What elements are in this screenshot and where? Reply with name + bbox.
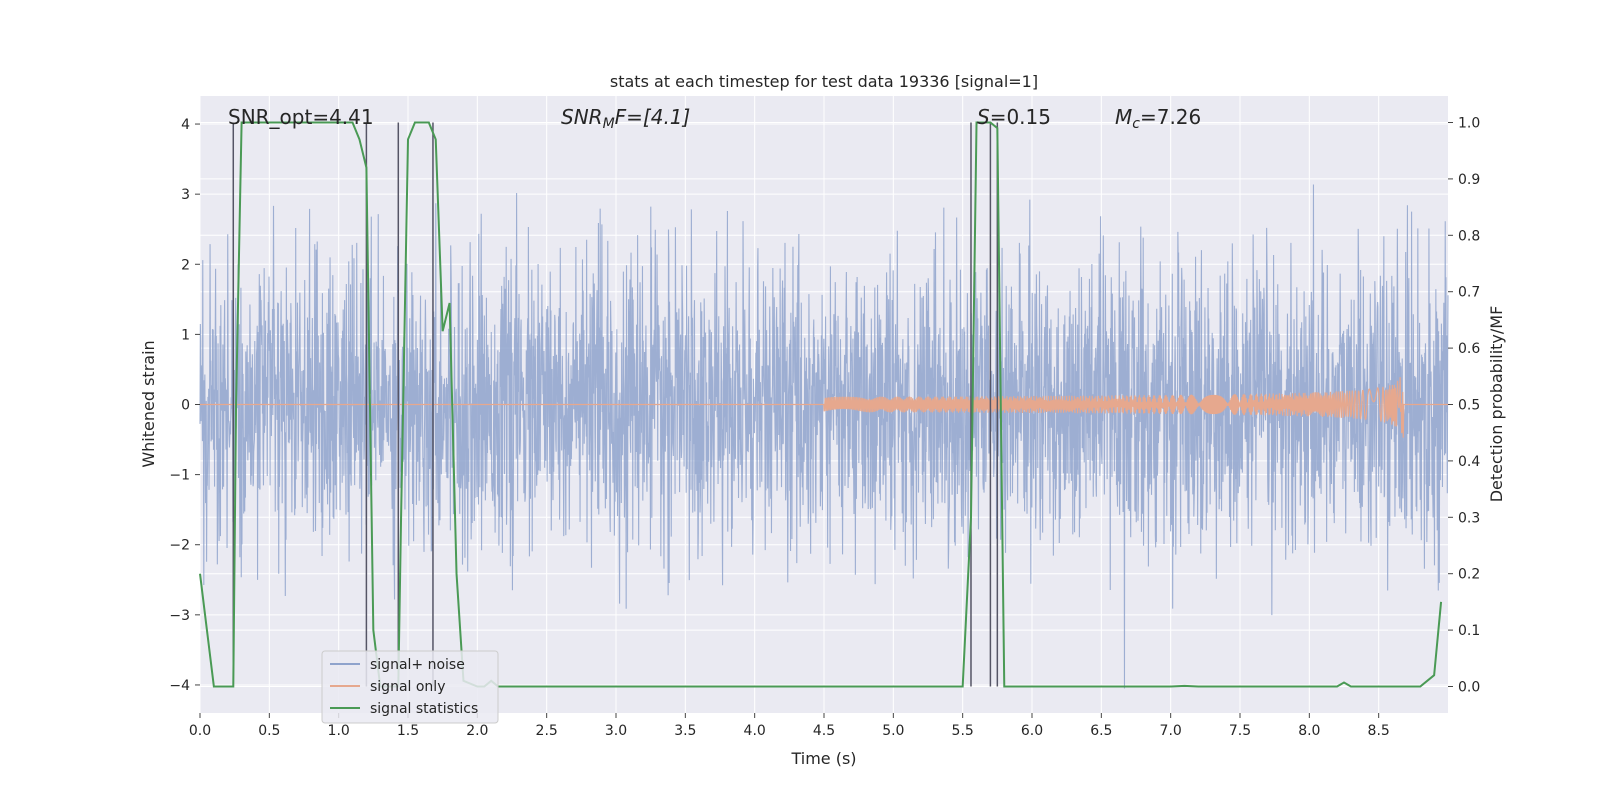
annotation-s-main: S [977,105,990,129]
annotation-snr-mf: SNRMF=[4.1] [561,105,690,132]
x-tick-label: 5.5 [952,723,974,739]
y-tick-label: 4 [181,117,190,133]
annotation-mc-main: M [1115,105,1132,129]
y-axis-ticks: −4 −3 −2 −1 0 1 2 3 4 [169,117,200,694]
chart-title: stats at each timestep for test data 193… [610,72,1038,91]
annotation-s-rest: =0.15 [990,105,1051,129]
legend-label-stats: signal statistics [370,701,478,717]
y2-tick-label: 0.1 [1458,623,1480,639]
y2-tick-label: 1.0 [1458,116,1480,132]
x-tick-label: 3.5 [674,723,696,739]
signal-noise-line [199,184,1449,689]
legend-box [321,650,499,724]
y-tick-label: 1 [181,327,190,343]
annotation-s: S=0.15 [977,105,1051,129]
x-tick-label: 7.5 [1229,723,1251,739]
x-tick-label: 8.5 [1368,723,1390,739]
legend: signal+ noise signal only signal statist… [321,650,499,724]
detection-vlines [232,122,999,687]
annotation-snr-mf-main: SNR [561,105,603,129]
x-tick-label: 2.0 [466,723,488,739]
x-tick-label: 3.0 [605,723,627,739]
y-tick-label: −3 [169,608,190,624]
x-tick-label: 6.0 [1021,723,1043,739]
y2-tick-label: 0.7 [1458,285,1480,301]
y2-tick-label: 0.3 [1458,510,1480,526]
x-tick-label: 0.0 [189,723,211,739]
x-tick-label: 6.5 [1090,723,1112,739]
y-tick-label: 0 [181,398,190,414]
signal-only-line [200,377,1448,438]
y2-tick-label: 0.8 [1458,228,1480,244]
y2-tick-label: 0.4 [1458,454,1480,470]
x-axis-ticks: 0.0 0.5 1.0 1.5 2.0 2.5 3.0 3.5 4.0 4.5 5.0 5.5 6.0 6… [189,713,1390,739]
x-tick-label: 7.0 [1160,723,1182,739]
x-tick-label: 2.5 [536,723,558,739]
y-tick-label: 2 [181,257,190,273]
annotation-mc-rest: =7.26 [1140,105,1201,129]
signal-noise-series [199,184,1449,689]
y2-axis-label: Detection probability/MF [1487,306,1506,503]
y-tick-label: −4 [169,678,190,694]
annotation-snr-opt: SNR_opt=4.41 [228,105,374,129]
legend-label-signal: signal only [370,679,445,695]
y-tick-label: −1 [169,468,190,484]
y2-tick-label: 0.5 [1458,398,1480,414]
y-tick-label: −2 [169,538,190,554]
y2-tick-label: 0.6 [1458,341,1480,357]
annotation-mc: Mc=7.26 [1115,105,1201,132]
x-tick-label: 1.0 [328,723,350,739]
y2-axis-ticks: 0.0 0.1 0.2 0.3 0.4 0.5 0.6 0.7 0.8 0.9 1.0 [1448,116,1480,695]
signal-only-series [200,377,1448,438]
y2-tick-label: 0.0 [1458,679,1480,695]
x-tick-label: 8.0 [1298,723,1320,739]
x-tick-label: 4.5 [813,723,835,739]
x-tick-label: 5.0 [882,723,904,739]
annotation-mc-sub: c [1132,116,1140,132]
x-tick-label: 1.5 [397,723,419,739]
y2-tick-label: 0.9 [1458,172,1480,188]
y-axis-label: Whitened strain [139,340,158,467]
x-tick-label: 0.5 [258,723,280,739]
y-tick-label: 3 [181,187,190,203]
y2-tick-label: 0.2 [1458,567,1480,583]
annotation-snr-mf-sub: M [603,116,615,132]
legend-label-noise: signal+ noise [370,657,465,673]
x-axis-label: Time (s) [790,749,856,768]
annotation-snr-mf-rest: F=[4.1] [615,105,691,129]
x-tick-label: 4.0 [744,723,766,739]
